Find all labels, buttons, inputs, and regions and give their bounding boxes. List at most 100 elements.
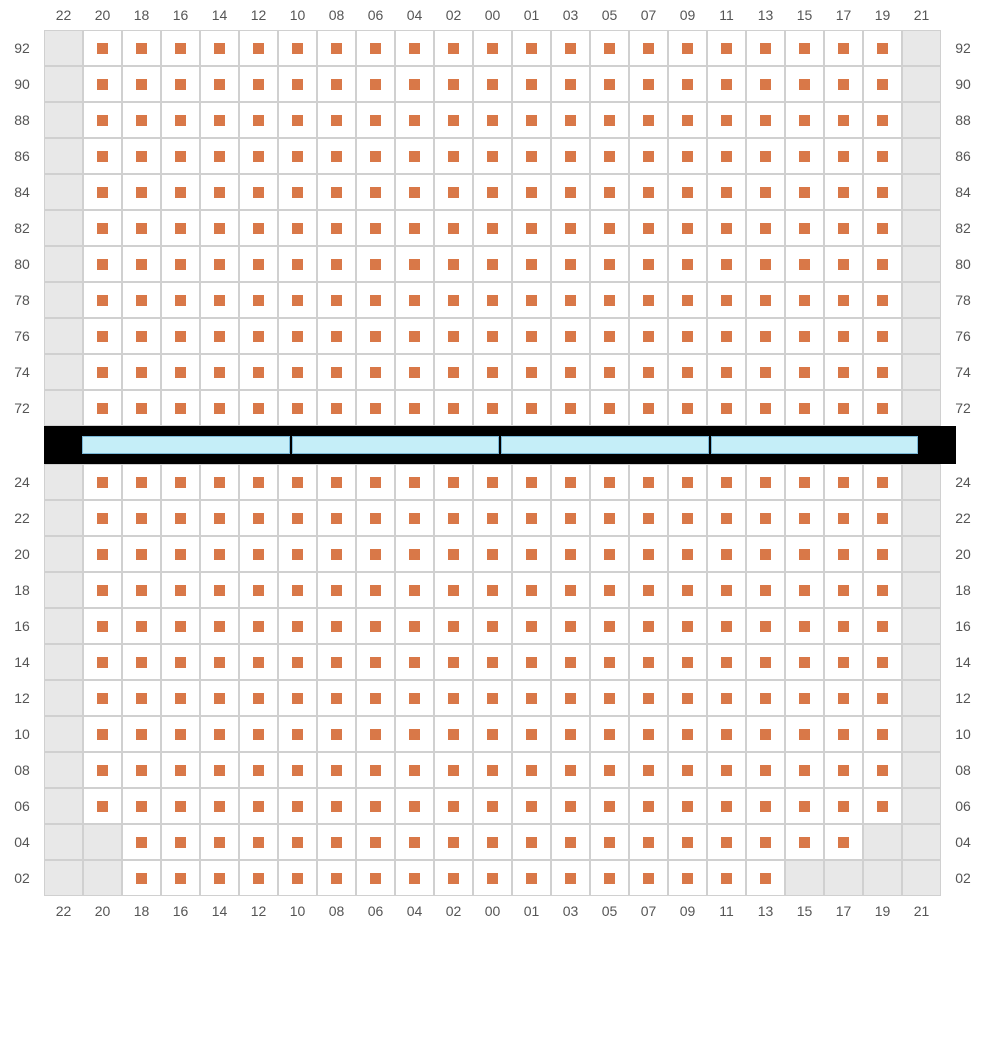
seat-cell[interactable] [473, 138, 512, 174]
seat-cell[interactable] [122, 572, 161, 608]
seat-cell[interactable] [356, 860, 395, 896]
seat-cell[interactable] [551, 788, 590, 824]
seat-cell[interactable] [317, 860, 356, 896]
seat-cell[interactable] [278, 752, 317, 788]
seat-cell[interactable] [161, 102, 200, 138]
seat-cell[interactable] [239, 824, 278, 860]
seat-cell[interactable] [785, 138, 824, 174]
seat-cell[interactable] [824, 572, 863, 608]
seat-cell[interactable] [278, 174, 317, 210]
seat-cell[interactable] [278, 644, 317, 680]
seat-cell[interactable] [200, 66, 239, 102]
seat-cell[interactable] [395, 102, 434, 138]
seat-cell[interactable] [161, 572, 200, 608]
seat-cell[interactable] [512, 500, 551, 536]
seat-cell[interactable] [356, 210, 395, 246]
seat-cell[interactable] [473, 464, 512, 500]
seat-cell[interactable] [473, 102, 512, 138]
seat-cell[interactable] [590, 536, 629, 572]
seat-cell[interactable] [551, 464, 590, 500]
seat-cell[interactable] [473, 860, 512, 896]
seat-cell[interactable] [161, 716, 200, 752]
seat-cell[interactable] [785, 680, 824, 716]
seat-cell[interactable] [512, 66, 551, 102]
seat-cell[interactable] [785, 66, 824, 102]
seat-cell[interactable] [395, 66, 434, 102]
seat-cell[interactable] [512, 354, 551, 390]
seat-cell[interactable] [356, 752, 395, 788]
seat-cell[interactable] [707, 30, 746, 66]
seat-cell[interactable] [863, 536, 902, 572]
seat-cell[interactable] [629, 824, 668, 860]
seat-cell[interactable] [395, 608, 434, 644]
seat-cell[interactable] [824, 66, 863, 102]
seat-cell[interactable] [434, 354, 473, 390]
seat-cell[interactable] [590, 318, 629, 354]
seat-cell[interactable] [83, 536, 122, 572]
seat-cell[interactable] [551, 644, 590, 680]
seat-cell[interactable] [356, 716, 395, 752]
seat-cell[interactable] [551, 716, 590, 752]
seat-cell[interactable] [473, 716, 512, 752]
seat-cell[interactable] [239, 572, 278, 608]
seat-cell[interactable] [473, 644, 512, 680]
seat-cell[interactable] [707, 174, 746, 210]
seat-cell[interactable] [395, 824, 434, 860]
seat-cell[interactable] [434, 30, 473, 66]
seat-cell[interactable] [161, 788, 200, 824]
seat-cell[interactable] [863, 282, 902, 318]
seat-cell[interactable] [161, 282, 200, 318]
seat-cell[interactable] [434, 138, 473, 174]
seat-cell[interactable] [278, 354, 317, 390]
seat-cell[interactable] [668, 680, 707, 716]
seat-cell[interactable] [668, 500, 707, 536]
seat-cell[interactable] [512, 174, 551, 210]
seat-cell[interactable] [200, 860, 239, 896]
seat-cell[interactable] [746, 752, 785, 788]
seat-cell[interactable] [83, 752, 122, 788]
seat-cell[interactable] [161, 390, 200, 426]
seat-cell[interactable] [551, 282, 590, 318]
seat-cell[interactable] [629, 66, 668, 102]
seat-cell[interactable] [239, 102, 278, 138]
seat-cell[interactable] [707, 210, 746, 246]
seat-cell[interactable] [629, 788, 668, 824]
seat-cell[interactable] [668, 824, 707, 860]
seat-cell[interactable] [122, 282, 161, 318]
seat-cell[interactable] [746, 354, 785, 390]
seat-cell[interactable] [668, 282, 707, 318]
seat-cell[interactable] [590, 282, 629, 318]
seat-cell[interactable] [239, 680, 278, 716]
seat-cell[interactable] [824, 354, 863, 390]
seat-cell[interactable] [200, 500, 239, 536]
seat-cell[interactable] [395, 282, 434, 318]
seat-cell[interactable] [200, 246, 239, 282]
seat-cell[interactable] [434, 66, 473, 102]
seat-cell[interactable] [200, 644, 239, 680]
seat-cell[interactable] [863, 354, 902, 390]
seat-cell[interactable] [746, 138, 785, 174]
seat-cell[interactable] [473, 788, 512, 824]
seat-cell[interactable] [863, 102, 902, 138]
seat-cell[interactable] [785, 608, 824, 644]
seat-cell[interactable] [395, 318, 434, 354]
seat-cell[interactable] [668, 390, 707, 426]
seat-cell[interactable] [122, 138, 161, 174]
seat-cell[interactable] [83, 464, 122, 500]
seat-cell[interactable] [629, 500, 668, 536]
seat-cell[interactable] [161, 752, 200, 788]
seat-cell[interactable] [551, 390, 590, 426]
seat-cell[interactable] [473, 66, 512, 102]
seat-cell[interactable] [785, 572, 824, 608]
seat-cell[interactable] [863, 390, 902, 426]
seat-cell[interactable] [707, 644, 746, 680]
seat-cell[interactable] [668, 102, 707, 138]
seat-cell[interactable] [590, 464, 629, 500]
seat-cell[interactable] [239, 464, 278, 500]
seat-cell[interactable] [785, 282, 824, 318]
seat-cell[interactable] [746, 716, 785, 752]
seat-cell[interactable] [122, 716, 161, 752]
seat-cell[interactable] [473, 500, 512, 536]
seat-cell[interactable] [395, 680, 434, 716]
seat-cell[interactable] [356, 282, 395, 318]
